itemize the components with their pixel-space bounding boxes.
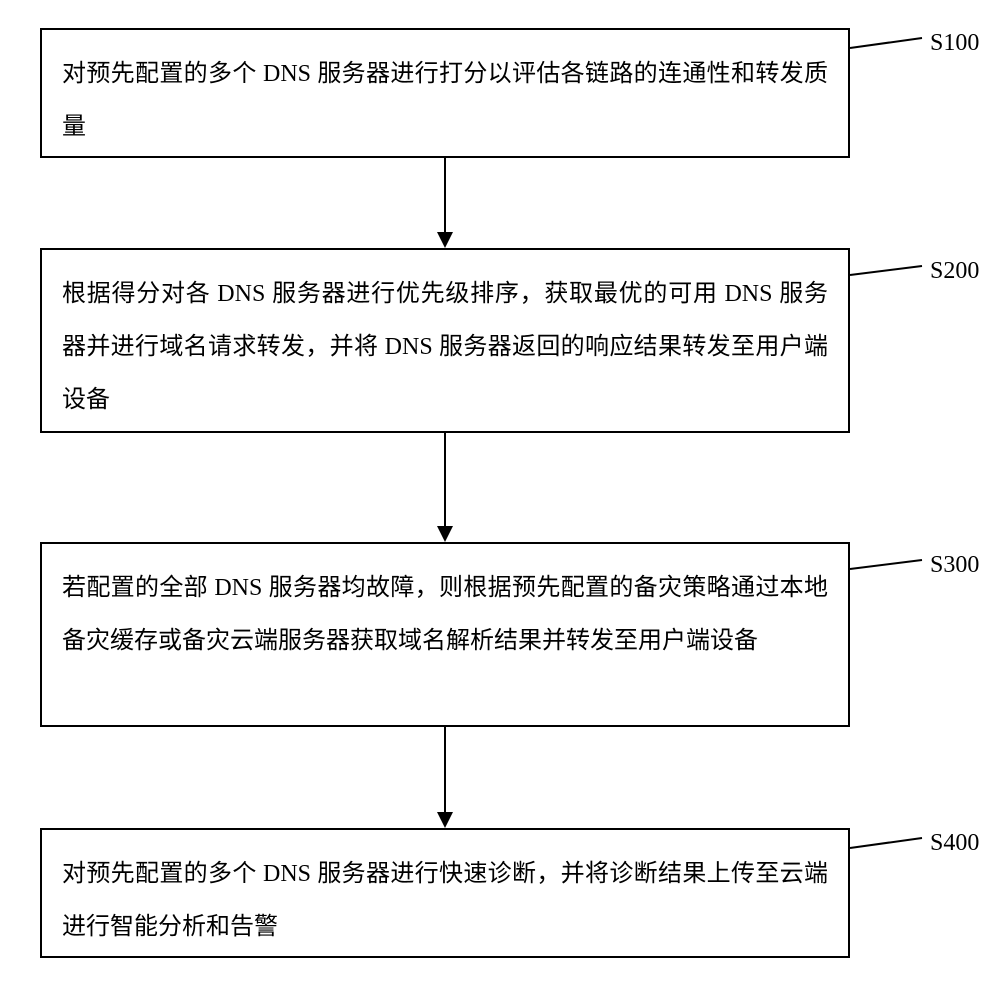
- flowchart-canvas: 对预先配置的多个 DNS 服务器进行打分以评估各链路的连通性和转发质量 S100…: [0, 0, 1000, 991]
- step-label-s400: S400: [930, 830, 979, 857]
- leader-s400: [0, 0, 1000, 991]
